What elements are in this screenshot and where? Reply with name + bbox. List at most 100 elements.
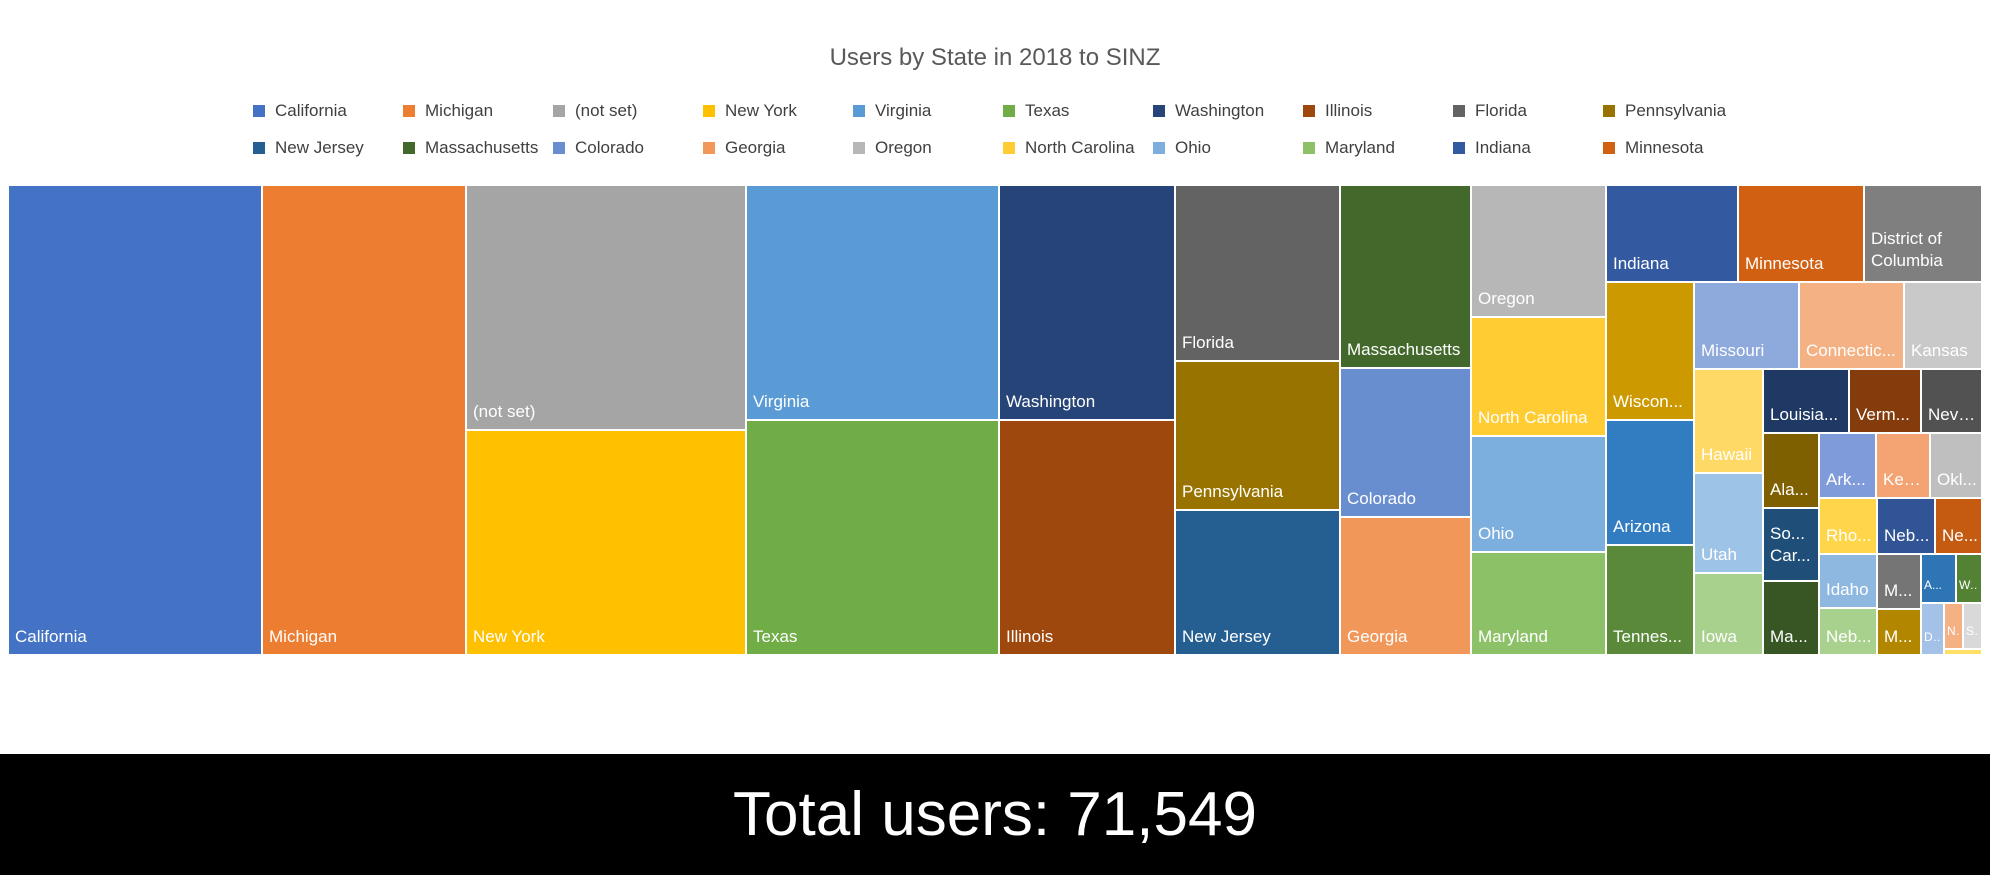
treemap-tile: D... <box>1921 603 1944 655</box>
legend-swatch <box>1603 105 1615 117</box>
treemap-tile-label: Idaho <box>1826 580 1869 599</box>
treemap-tile: Missouri <box>1694 282 1799 369</box>
treemap-tile: Ala... <box>1763 433 1819 508</box>
legend-swatch <box>853 105 865 117</box>
legend-swatch <box>1003 142 1015 154</box>
treemap-tile: California <box>8 185 262 655</box>
treemap-tile <box>1944 649 1982 655</box>
treemap-tile-label: D... <box>1924 630 1940 644</box>
treemap-tile-label: Ark... <box>1826 470 1866 489</box>
treemap-tile: S... <box>1963 603 1982 649</box>
treemap-tile-label: North Carolina <box>1478 408 1588 427</box>
treemap-tile: New Jersey <box>1175 510 1340 655</box>
treemap-tile-label: Utah <box>1701 545 1737 564</box>
legend-label: New York <box>725 101 797 120</box>
treemap-tile: Hawaii <box>1694 369 1763 473</box>
treemap-tile: Neb... <box>1819 608 1877 655</box>
treemap-tile: So... Car... <box>1763 508 1819 581</box>
treemap-tile-label: Wiscon... <box>1613 392 1683 411</box>
legend-label: Maryland <box>1325 138 1395 157</box>
legend-label: Colorado <box>575 138 644 157</box>
treemap-tile: Ohio <box>1471 436 1606 552</box>
legend-label: Oregon <box>875 138 932 157</box>
legend-label: Minnesota <box>1625 138 1704 157</box>
treemap-tile: Connectic... <box>1799 282 1904 369</box>
treemap-tile: M... <box>1877 554 1921 609</box>
treemap-tile-label: Missouri <box>1701 341 1765 360</box>
treemap-tile: Ne... <box>1935 498 1982 554</box>
legend-swatch <box>403 142 415 154</box>
treemap-tile-label: Connectic... <box>1806 341 1896 360</box>
treemap-tile-label: S... <box>1966 624 1978 638</box>
treemap-tile-label: Ken... <box>1883 470 1926 489</box>
legend-swatch <box>853 142 865 154</box>
legend-item: (not set) <box>553 100 637 122</box>
total-users-banner: Total users: 71,549 <box>0 754 1990 875</box>
legend-label: Massachusetts <box>425 138 539 157</box>
legend-swatch <box>1153 142 1165 154</box>
treemap-tile-label: Colorado <box>1347 489 1416 508</box>
treemap-tile: Wiscon... <box>1606 282 1694 420</box>
treemap-tile-label: N... <box>1947 624 1959 638</box>
legend-swatch <box>553 142 565 154</box>
treemap-tile-label: New York <box>473 627 545 646</box>
legend-item: Minnesota <box>1603 137 1703 159</box>
legend-item: Texas <box>1003 100 1069 122</box>
treemap-tile-label: Oregon <box>1478 289 1535 308</box>
treemap-tile: Ken... <box>1876 433 1930 498</box>
treemap-tile: District of Columbia <box>1864 185 1982 282</box>
treemap-tile: Tennes... <box>1606 545 1694 655</box>
legend-item: Michigan <box>403 100 493 122</box>
legend-item: Maryland <box>1303 137 1395 159</box>
treemap-tile: Pennsylvania <box>1175 361 1340 510</box>
legend-label: (not set) <box>575 101 638 120</box>
treemap-tile-label: Minnesota <box>1745 254 1824 273</box>
treemap-tile: Kansas <box>1904 282 1982 369</box>
legend-label: Virginia <box>875 101 932 120</box>
legend-label: New Jersey <box>275 138 364 157</box>
treemap-tile-label: Pennsylvania <box>1182 482 1284 501</box>
treemap-tile: A... <box>1921 554 1956 603</box>
legend-item: Oregon <box>853 137 932 159</box>
legend-label: Indiana <box>1475 138 1531 157</box>
treemap-tile: Idaho <box>1819 554 1877 608</box>
treemap-tile: Virginia <box>746 185 999 420</box>
treemap-tile-label: Iowa <box>1701 627 1737 646</box>
treemap-tile-label: District of Columbia <box>1871 229 1943 270</box>
legend-swatch <box>253 142 265 154</box>
treemap-tile-label: M... <box>1884 581 1913 600</box>
treemap-tile: W... <box>1956 554 1982 603</box>
legend-item: Pennsylvania <box>1603 100 1726 122</box>
treemap-tile: Ark... <box>1819 433 1876 498</box>
treemap-tile-label: Michigan <box>269 627 338 646</box>
treemap-tile-label: New Jersey <box>1182 627 1271 646</box>
legend-swatch <box>1153 105 1165 117</box>
treemap-tile-label: Okl... <box>1937 470 1977 489</box>
treemap-tile: Utah <box>1694 473 1763 573</box>
treemap-tile-label: Texas <box>753 627 798 646</box>
treemap-tile: Illinois <box>999 420 1175 655</box>
legend-swatch <box>403 105 415 117</box>
legend-item: Colorado <box>553 137 644 159</box>
treemap-tile-label: So... Car... <box>1770 524 1811 565</box>
treemap-tile-label: Virginia <box>753 392 810 411</box>
treemap-tile-label: Rho... <box>1826 526 1872 545</box>
legend-swatch <box>253 105 265 117</box>
legend-label: Georgia <box>725 138 786 157</box>
legend-label: Washington <box>1175 101 1265 120</box>
treemap-tile: Ma... <box>1763 581 1819 655</box>
treemap-tile: N... <box>1944 603 1963 649</box>
treemap-tile-label: Neb... <box>1826 627 1872 646</box>
treemap-tile: Minnesota <box>1738 185 1864 282</box>
treemap-tile-label: Ala... <box>1770 480 1809 499</box>
treemap-tile-label: Ma... <box>1770 627 1808 646</box>
treemap-tile-label: Arizona <box>1613 517 1671 536</box>
legend-label: Ohio <box>1175 138 1211 157</box>
treemap-tile: Florida <box>1175 185 1340 361</box>
treemap-tile-label: California <box>15 627 87 646</box>
treemap-tile-label: Louisia... <box>1770 405 1839 424</box>
legend-item: Washington <box>1153 100 1264 122</box>
legend-swatch <box>1603 142 1615 154</box>
treemap-tile-label: W... <box>1959 578 1978 592</box>
treemap-tile-label: A... <box>1924 578 1943 592</box>
